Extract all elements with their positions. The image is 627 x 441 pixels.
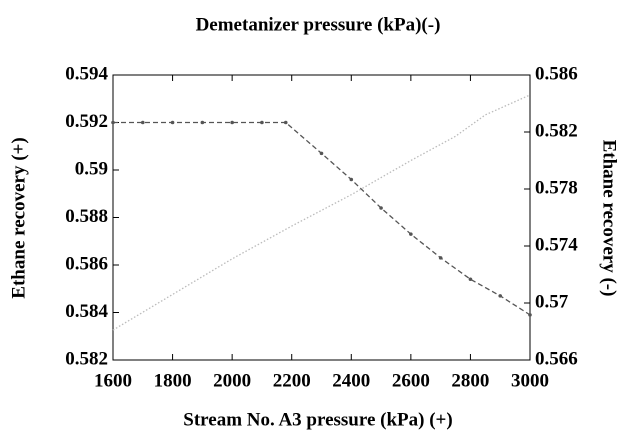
- data-point: [230, 120, 234, 125]
- y-tick-label: 0.59: [75, 158, 108, 179]
- data-point: [200, 120, 205, 125]
- data-point: [170, 120, 175, 125]
- y2-tick-label: 0.582: [535, 120, 578, 141]
- data-point: [319, 151, 324, 156]
- x-tick-label: 3000: [511, 370, 549, 391]
- data-point: [283, 120, 288, 125]
- y-axis-label: Ethane recovery (+): [8, 137, 29, 298]
- y2-tick-label: 0.578: [535, 177, 578, 198]
- chart-title: Demetanizer pressure (kPa)(-): [196, 14, 441, 35]
- x-tick-label: 2800: [451, 370, 489, 391]
- data-point: [409, 232, 413, 236]
- data-line: [112, 94, 531, 331]
- x-tick-label: 2200: [273, 370, 311, 391]
- data-point: [349, 177, 354, 182]
- data-point: [528, 313, 532, 317]
- x-tick-label: 1600: [94, 370, 132, 391]
- plot-frame: [112, 74, 531, 361]
- x-axis-label: Stream No. A3 pressure (kPa) (+): [183, 409, 452, 430]
- y-tick-label: 0.588: [65, 206, 108, 227]
- data-point: [438, 256, 443, 260]
- data-point: [111, 120, 115, 125]
- y-tick-label: 0.594: [65, 63, 108, 84]
- y-tick-label: 0.584: [65, 301, 108, 322]
- x-tick-label: 2000: [213, 370, 251, 391]
- data-point: [498, 294, 503, 298]
- y-tick-label: 0.592: [65, 111, 108, 132]
- data-point: [379, 206, 383, 210]
- data-point: [260, 120, 264, 125]
- y2-axis-label: Ethane recovery (-): [599, 140, 620, 297]
- y2-tick-label: 0.574: [535, 234, 578, 255]
- x-tick-label: 2600: [392, 370, 430, 391]
- data-line: [113, 121, 531, 316]
- y2-tick-label: 0.57: [535, 291, 569, 312]
- x-tick-label: 1800: [154, 370, 192, 391]
- y2-tick-label: 0.566: [535, 348, 578, 369]
- data-point: [140, 120, 145, 125]
- y-tick-label: 0.582: [65, 348, 108, 369]
- x-tick-label: 2400: [332, 370, 370, 391]
- y2-tick-label: 0.586: [535, 63, 578, 84]
- y-tick-label: 0.586: [65, 253, 108, 274]
- data-point: [468, 277, 473, 282]
